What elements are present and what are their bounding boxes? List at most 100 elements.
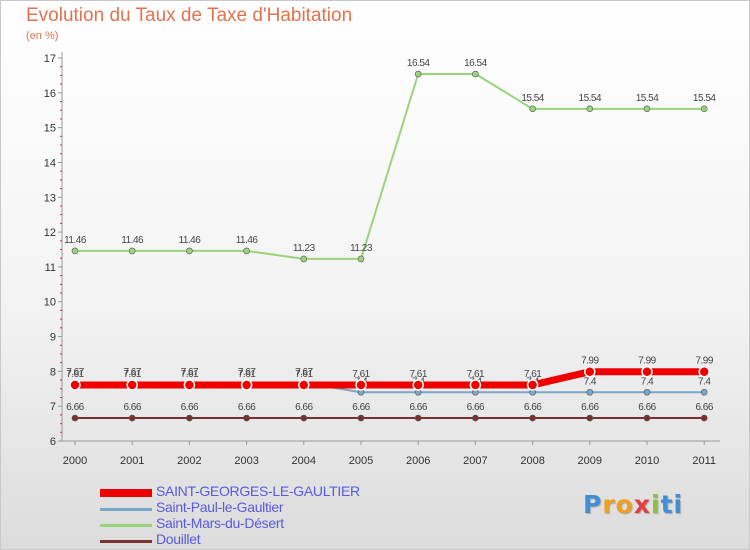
legend-item: Saint-Mars-du-Désert (100, 515, 400, 533)
y-tick-label: 17 (44, 53, 56, 65)
data-label: 6.66 (238, 402, 256, 413)
legend-label: Saint-Mars-du-Désert (156, 515, 284, 531)
series-line (75, 73, 705, 260)
data-label: 7.67 (123, 367, 141, 378)
x-tick-label: 2002 (177, 455, 201, 467)
logo-letter-p: P (583, 490, 603, 519)
data-label: 16.54 (464, 58, 487, 69)
data-point (643, 388, 651, 396)
logo-letters-ti: ti (660, 490, 684, 519)
data-point (298, 379, 310, 391)
data-point (243, 414, 250, 422)
data-point (643, 105, 651, 113)
data-label: 7.61 (467, 369, 485, 380)
y-tick-label: 11 (45, 262, 56, 274)
data-point (700, 105, 708, 113)
data-point (128, 414, 136, 422)
data-label: 15.54 (579, 93, 602, 104)
data-label: 7.4 (584, 376, 597, 387)
data-label: 7.67 (66, 367, 84, 378)
data-point (700, 388, 708, 396)
data-label: 6.66 (409, 402, 427, 413)
x-tick-label: 2006 (406, 455, 430, 467)
data-label: 7.61 (181, 369, 199, 380)
legend-label: Saint-Paul-le-Gaultier (156, 499, 284, 515)
legend-swatch (100, 489, 152, 497)
chart-subtitle: (en %) (26, 30, 59, 42)
data-point (529, 105, 536, 113)
y-tick-label: 6 (50, 436, 56, 448)
x-tick-label: 2005 (349, 455, 373, 467)
data-point (355, 379, 367, 391)
data-label: 6.66 (181, 402, 199, 413)
legend-item: Saint-Paul-le-Gaultier (100, 499, 400, 517)
data-point (412, 379, 424, 391)
data-label: 7.61 (66, 369, 84, 380)
data-label: 15.54 (693, 93, 716, 104)
data-label: 16.54 (407, 58, 430, 69)
data-point (526, 379, 539, 391)
data-label: 7.61 (123, 369, 141, 380)
data-label: 7.67 (238, 367, 256, 378)
data-label: 7.99 (638, 356, 656, 367)
data-point (69, 379, 81, 391)
data-label: 7.61 (524, 369, 542, 380)
data-label: 7.61 (295, 369, 313, 380)
data-label: 7.4 (698, 376, 711, 387)
data-point (186, 247, 193, 255)
data-point (643, 414, 651, 422)
data-point (586, 105, 594, 113)
y-tick-label: 7 (50, 401, 56, 413)
data-label: 7.67 (181, 367, 199, 378)
data-label: 6.66 (295, 402, 313, 413)
data-label: 7.67 (295, 367, 313, 378)
line-chart: 6 7 8 9 10 11 12 13 14 15 16 17 2000 2001 2002 2003 2004… (44, 52, 720, 467)
data-point (586, 388, 594, 396)
data-label: 11.23 (350, 243, 373, 254)
data-point (414, 70, 422, 78)
data-point (243, 247, 250, 255)
legend-item: SAINT-GEORGES-LE-GAULTIER (100, 483, 400, 501)
x-tick-label: 2001 (120, 455, 144, 467)
y-tick-label: 13 (44, 192, 56, 204)
data-point (71, 414, 79, 422)
data-point (357, 255, 365, 263)
logo-letter-x: x (633, 490, 651, 519)
data-point (240, 379, 253, 391)
data-point (186, 414, 193, 422)
y-tick-label: 14 (44, 157, 56, 169)
data-label: 7.99 (581, 356, 599, 367)
data-point (71, 247, 79, 255)
data-point (584, 365, 596, 378)
data-point (300, 255, 308, 263)
legend-swatch (100, 507, 152, 511)
proxiti-logo: Proxiti (583, 490, 683, 519)
chart-title: Evolution du Taux de Taxe d'Habitation (26, 5, 353, 26)
legend-swatch (100, 539, 152, 543)
data-point (357, 414, 365, 422)
logo-letter-i: i (651, 490, 661, 519)
x-tick-label: 2000 (63, 455, 87, 467)
logo-letter-o: o (615, 490, 634, 519)
x-tick-label: 2010 (635, 455, 659, 467)
data-label: 11.46 (236, 235, 259, 246)
legend-swatch (100, 523, 152, 527)
data-label: 11.46 (179, 235, 202, 246)
data-point (472, 70, 479, 78)
logo-letter-r: r (602, 490, 616, 519)
data-label: 7.99 (695, 356, 713, 367)
data-label: 11.46 (121, 235, 144, 246)
x-tick-label: 2008 (520, 455, 544, 467)
data-label: 15.54 (636, 93, 659, 104)
data-point (414, 414, 422, 422)
data-point (183, 379, 196, 391)
data-label: 6.66 (467, 402, 485, 413)
data-point (472, 414, 479, 422)
data-point (128, 247, 136, 255)
data-label: 7.61 (238, 369, 256, 380)
data-label: 11.23 (293, 243, 316, 254)
legend-item: Douillet (100, 531, 400, 549)
data-label: 11.46 (64, 235, 87, 246)
data-point (641, 365, 653, 378)
